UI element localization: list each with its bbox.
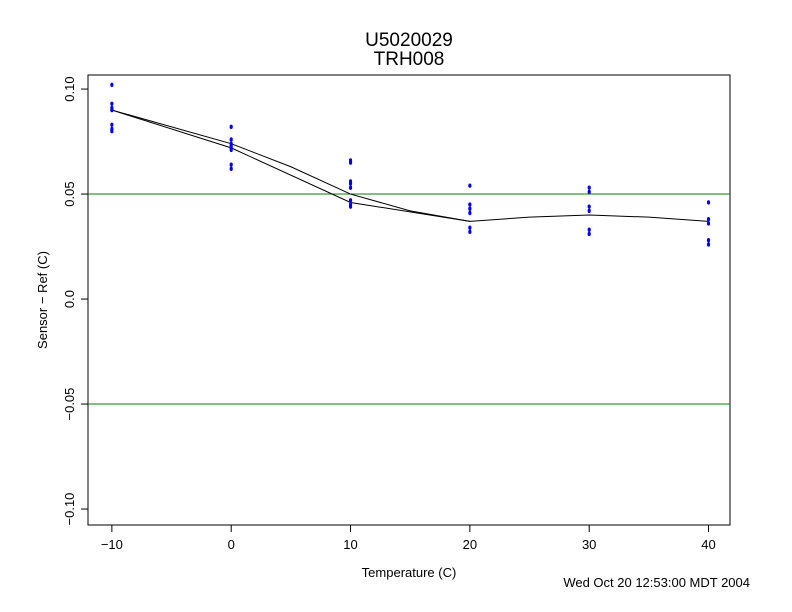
- fit-line: [111, 109, 470, 222]
- data-point: [229, 162, 233, 167]
- data-point: [468, 202, 472, 207]
- data-point: [229, 166, 233, 172]
- data-point: [110, 107, 114, 113]
- data-point: [110, 101, 114, 106]
- data-point: [468, 225, 472, 230]
- data-point: [468, 206, 472, 211]
- chart-subtitle: TRH008: [374, 49, 445, 70]
- data-point: [468, 229, 472, 235]
- x-axis-label: Temperature (C): [362, 565, 457, 580]
- data-point: [706, 221, 711, 226]
- y-tick-label: −0.05: [62, 388, 77, 421]
- data-point: [587, 204, 591, 209]
- x-tick-label: 10: [343, 537, 357, 552]
- y-tick-label: −0.10: [62, 493, 77, 526]
- data-point: [587, 189, 591, 195]
- data-point: [229, 124, 233, 130]
- footer-timestamp: Wed Oct 20 12:53:00 MDT 2004: [563, 575, 750, 590]
- x-tick-label: −10: [101, 537, 123, 552]
- data-point: [229, 147, 233, 153]
- chart-title: U5020029: [365, 30, 453, 51]
- data-point: [110, 82, 114, 88]
- x-tick-label: 30: [582, 537, 596, 552]
- y-axis-label: Sensor − Ref (C): [35, 251, 50, 349]
- y-tick-label: 0.0: [62, 290, 77, 308]
- data-point: [348, 204, 353, 209]
- x-tick-label: 40: [701, 537, 715, 552]
- data-point: [468, 210, 472, 216]
- data-point: [110, 122, 114, 127]
- data-point: [110, 128, 114, 134]
- plot-frame: [87, 74, 731, 526]
- data-point: [587, 185, 591, 190]
- data-point: [706, 242, 711, 247]
- data-point: [348, 185, 353, 190]
- data-point: [706, 200, 711, 205]
- fit-line: [111, 109, 709, 222]
- data-point: [706, 238, 711, 243]
- x-tick-label: 0: [228, 537, 235, 552]
- x-tick-label: 20: [463, 537, 477, 552]
- y-tick-label: 0.05: [62, 181, 77, 206]
- data-point: [348, 198, 353, 203]
- data-point: [468, 183, 472, 188]
- data-point: [587, 227, 591, 232]
- data-point: [348, 160, 353, 165]
- data-point: [706, 217, 711, 222]
- data-point: [587, 231, 591, 237]
- y-tick-label: 0.10: [62, 76, 77, 101]
- data-point: [587, 208, 591, 214]
- data-point: [348, 181, 353, 186]
- data-point: [229, 137, 233, 142]
